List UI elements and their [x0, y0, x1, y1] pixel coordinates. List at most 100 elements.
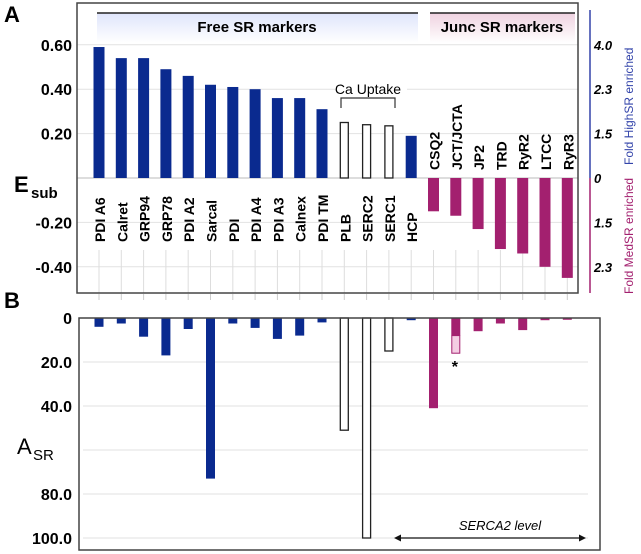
bar-b-13 [384, 317, 394, 352]
category-label: LTCC [538, 134, 554, 170]
y-tick-label: -0.40 [36, 260, 73, 277]
serca2-level-label: SERCA2 level [459, 518, 542, 533]
bar-a-18 [494, 178, 506, 250]
y-tick-label: 0 [63, 311, 72, 328]
bar-a-9 [294, 98, 306, 178]
bar-a-2 [138, 58, 150, 179]
category-label: RyR3 [560, 134, 576, 170]
right-tick-label: 1.5 [594, 127, 613, 142]
y-axis-label-a: E [14, 172, 29, 197]
ca-uptake-bracket [340, 97, 396, 108]
panel-a-frame [76, 2, 579, 294]
panel-b: 0 20.0 40.0 80.0 100.0 * SERCA2 level A SR [17, 294, 601, 551]
panel-b-frame [78, 317, 601, 551]
asterisk: * [452, 359, 459, 376]
category-label: PDI A6 [92, 197, 108, 242]
y-axis-label-b-sub: SR [33, 447, 54, 464]
ca-uptake-bg [335, 80, 407, 96]
bar-a-15 [428, 178, 439, 212]
bar-a-6 [227, 86, 239, 178]
bar-b-10 [317, 318, 327, 323]
bar-b-21 [562, 318, 572, 320]
right-tick-label: 2.3 [593, 82, 613, 97]
free-sr-label: Free SR markers [197, 19, 316, 36]
bar-a-5 [205, 84, 216, 178]
category-label: PDI A4 [248, 197, 264, 242]
y-tick-label: 80.0 [41, 487, 72, 504]
y-axis-label-b: A [17, 434, 32, 459]
category-label: SERC2 [360, 195, 376, 242]
bar-b-17 [473, 318, 483, 332]
category-label: SERC1 [382, 195, 398, 242]
bar-a-0 [93, 47, 105, 178]
bar-b-6 [228, 318, 238, 324]
y-tick-label: 40.0 [41, 399, 72, 416]
panel-label-b: B [4, 288, 20, 313]
bar-b-8 [272, 318, 282, 339]
bar-b-1 [116, 318, 126, 324]
category-label: Sarcal [204, 200, 220, 242]
jct-extended-bar [451, 335, 461, 354]
bar-a-17 [472, 178, 484, 230]
category-label: PDI TM [315, 195, 331, 242]
bar-a-3 [160, 69, 172, 178]
y-axis-label-a-sub: sub [31, 185, 58, 202]
junc-sr-label: Junc SR markers [441, 19, 564, 36]
y-tick-label: 0.40 [41, 82, 72, 99]
bar-b-14 [406, 318, 416, 321]
bar-b-15 [429, 318, 438, 409]
free-sr-band [97, 13, 418, 43]
category-label: HCP [404, 212, 420, 242]
bar-b-16 [451, 318, 461, 336]
category-label: PDI A3 [270, 197, 286, 242]
category-label: PDI A2 [181, 197, 197, 242]
category-label: GRP78 [159, 196, 175, 242]
junc-sr-band [430, 13, 575, 43]
bar-a-1 [115, 58, 127, 179]
ca-uptake-label: Ca Uptake [335, 81, 401, 97]
category-label: PDI [226, 219, 242, 242]
bar-a-14 [405, 135, 417, 178]
category-label: PLB [337, 214, 353, 242]
y-tick-label: 20.0 [41, 355, 72, 372]
right-axis-label-top: Fold HighSR enriched [622, 48, 636, 165]
bar-b-0 [94, 318, 104, 327]
category-label: JP2 [471, 145, 487, 170]
y-tick-label: 0.60 [41, 38, 72, 55]
bar-b-5 [206, 318, 215, 479]
bar-b-7 [250, 318, 260, 328]
category-label: RyR2 [516, 134, 532, 170]
category-label: GRP94 [137, 196, 153, 242]
bar-b-12 [361, 317, 372, 539]
y-tick-label: -0.20 [36, 215, 73, 232]
bar-b-11 [339, 317, 349, 431]
bar-a-11 [339, 121, 349, 179]
category-label: TRD [493, 141, 509, 170]
bar-a-7 [249, 89, 261, 178]
right-axis-label-bottom: Fold MedSR enriched [622, 178, 636, 294]
category-label: CSQ2 [427, 132, 443, 170]
bar-b-4 [183, 318, 193, 329]
y-tick-label: 100.0 [32, 531, 72, 548]
right-tick-label: 0 [594, 171, 602, 186]
bar-b-19 [518, 318, 528, 331]
category-label: Calnex [293, 196, 309, 242]
bar-a-10 [316, 109, 328, 178]
panel-a: 0.60 0.40 0.20 -0.20 -0.40 Free SR markers Jun… [14, 2, 636, 294]
bar-a-12 [361, 124, 372, 179]
bar-b-18 [495, 318, 505, 324]
right-tick-label: 4.0 [593, 38, 613, 53]
bar-b-9 [295, 318, 305, 336]
right-tick-label: 2.3 [593, 260, 613, 275]
bar-a-19 [517, 178, 529, 254]
bar-a-20 [539, 178, 551, 267]
y-tick-label: 0.20 [41, 127, 72, 144]
bar-a-13 [384, 125, 394, 179]
bar-b-20 [540, 318, 550, 321]
bar-a-21 [561, 178, 573, 278]
right-tick-label: 1.5 [594, 215, 613, 230]
panel-label-a: A [4, 2, 20, 27]
bar-b-3 [161, 318, 171, 356]
